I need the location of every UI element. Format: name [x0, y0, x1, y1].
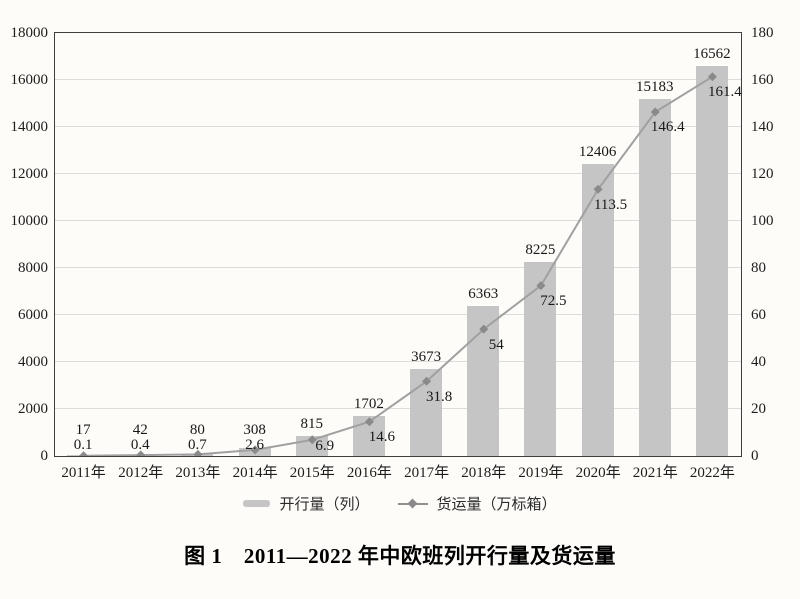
bar-value-label: 42	[132, 421, 148, 438]
left-axis-tick-label: 2000	[18, 401, 48, 417]
right-axis-tick-label: 140	[751, 119, 774, 135]
plot-area: 17 0.1 42 0.4 80 0.7 308 2.6 815 6.9 1702 14.6 3673 3…	[53, 31, 742, 457]
gridline	[54, 173, 741, 174]
left-axis-tick-label: 0	[40, 448, 49, 464]
x-axis-tick-label: 2013年	[175, 465, 221, 481]
diamond-marker-icon	[421, 376, 431, 386]
x-axis-tick-label: 2015年	[289, 465, 335, 481]
right-axis-tick-label: 180	[751, 25, 774, 41]
left-axis-tick-label: 18000	[10, 25, 49, 41]
bar-value-label: 3673	[411, 349, 442, 366]
diamond-marker-icon	[250, 444, 260, 454]
x-axis-tick-label: 2014年	[232, 465, 278, 481]
line-value-label: 2.6	[245, 436, 264, 453]
bar	[695, 66, 728, 456]
x-axis-tick-label: 2018年	[461, 465, 507, 481]
line-value-label: 54	[488, 336, 504, 353]
left-axis-tick-label: 6000	[18, 307, 48, 323]
bar-value-label: 15183	[636, 78, 674, 95]
legend-item-freight: 货运量（万标箱）	[397, 493, 557, 514]
gridline	[54, 267, 741, 268]
line-value-label: 146.4	[650, 119, 685, 136]
line-value-label: 0.7	[188, 436, 207, 453]
right-axis-tick-label: 0	[751, 448, 759, 464]
line-value-label: 113.5	[593, 196, 628, 213]
x-axis-tick-label: 2017年	[404, 465, 450, 481]
x-axis-tick-label: 2016年	[346, 465, 392, 481]
gridline	[54, 126, 741, 127]
diamond-marker-icon	[478, 324, 488, 334]
bar-value-label: 1702	[353, 395, 384, 412]
bar-value-label: 8225	[525, 242, 556, 259]
legend-item-trains: 开行量（列）	[243, 493, 370, 514]
right-axis-tick-label: 80	[751, 260, 766, 276]
diamond-marker-icon	[307, 434, 317, 444]
diamond-marker-icon	[535, 280, 545, 290]
x-axis-tick-label: 2011年	[61, 465, 106, 481]
gridline	[54, 79, 741, 80]
x-axis-tick-label: 2022年	[689, 465, 735, 481]
diamond-marker-icon	[78, 450, 88, 456]
left-axis-tick-label: 10000	[10, 213, 49, 229]
line-value-label: 161.4	[708, 84, 742, 101]
diamond-marker-icon	[135, 450, 145, 456]
line-value-label: 6.9	[315, 437, 335, 454]
line-value-label: 0.4	[130, 436, 150, 453]
figure-title: 图 1 2011—2022 年中欧班列开行量及货运量	[184, 544, 616, 568]
bar-value-label: 80	[189, 421, 205, 438]
line-value-label: 72.5	[540, 293, 567, 310]
right-axis-tick-label: 160	[751, 72, 774, 88]
gridline	[54, 361, 741, 362]
left-axis-tick-label: 4000	[18, 354, 48, 370]
diamond-marker-icon	[593, 184, 603, 194]
line-value-label: 0.1	[73, 436, 93, 453]
bar-value-label: 17	[75, 421, 91, 438]
right-axis-tick-label: 100	[751, 213, 774, 229]
gridline	[54, 314, 741, 315]
line-value-label: 14.6	[368, 429, 396, 446]
bar-value-label: 12406	[578, 143, 617, 160]
left-axis-tick-label: 16000	[10, 72, 49, 88]
legend-label-freight: 货运量（万标箱）	[436, 497, 557, 513]
freight-line-series	[78, 71, 717, 456]
diamond-marker-icon	[192, 449, 202, 456]
right-axis-tick-label: 120	[751, 166, 774, 182]
bar	[581, 163, 614, 456]
diamond-marker-icon	[707, 71, 717, 81]
right-axis-tick-label: 60	[751, 307, 766, 323]
bar-value-label: 16562	[693, 46, 731, 63]
gridline	[54, 220, 741, 221]
x-axis-tick-label: 2012年	[118, 465, 164, 481]
left-axis-tick-label: 14000	[10, 119, 49, 135]
diamond-marker-icon	[650, 106, 660, 116]
line-series-swatch	[397, 498, 428, 508]
diamond-marker-icon	[364, 416, 374, 426]
right-axis-tick-label: 20	[751, 401, 766, 417]
legend-label-trains: 开行量（列）	[279, 497, 370, 513]
diamond-marker-icon	[407, 498, 417, 508]
bar-series-swatch	[243, 500, 271, 507]
x-axis-tick-label: 2021年	[632, 465, 678, 481]
x-axis-tick-label: 2020年	[575, 465, 621, 481]
bar	[638, 98, 671, 456]
left-axis-tick-label: 12000	[10, 166, 49, 182]
x-axis-tick-label: 2019年	[518, 465, 564, 481]
left-axis-tick-label: 8000	[18, 260, 48, 276]
gridline	[54, 408, 741, 409]
chart-legend: 开行量（列） 货运量（万标箱）	[0, 493, 800, 514]
line-value-label: 31.8	[425, 388, 453, 405]
bar-value-label: 308	[243, 421, 266, 438]
bar-value-label: 815	[300, 416, 324, 433]
right-axis-tick-label: 40	[751, 354, 766, 370]
bar-value-label: 6363	[468, 285, 499, 302]
